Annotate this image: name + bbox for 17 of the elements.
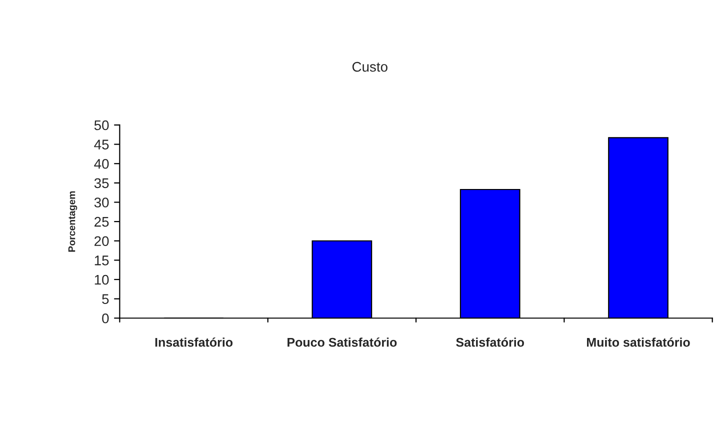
y-tick-label: 0 [102,313,109,324]
y-tick-label: 45 [94,140,109,150]
y-tick-label: 15 [94,256,109,266]
y-tick-label: 25 [94,216,109,227]
x-tick-label: Insatisfatório [155,337,233,347]
y-tick-label: 35 [94,178,109,188]
y-tick-label: 30 [94,198,109,208]
y-tick-label: 50 [94,120,109,130]
x-tick-label: Muito satisfatório [587,337,690,347]
y-tick-label: 10 [94,274,109,285]
chart-title: Custo [352,62,388,72]
x-tick-label: Satisfatório [456,337,524,347]
x-tick-label: Pouco Satisfatório [288,337,397,347]
y-tick-label: 5 [102,294,109,304]
y-tick-label: 20 [94,236,109,246]
y-tick-label: 40 [94,158,109,169]
y-axis-title: Porcentagem [68,191,78,252]
